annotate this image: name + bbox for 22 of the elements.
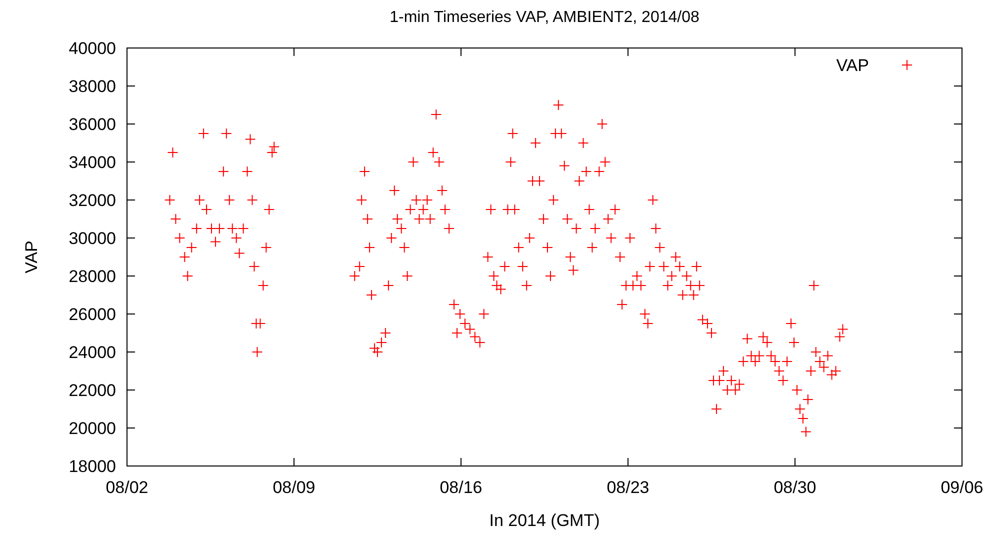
y-tick-label: 22000 [68, 380, 116, 400]
chart-title: 1-min Timeseries VAP, AMBIENT2, 2014/08 [390, 9, 700, 26]
legend-label: VAP [836, 56, 869, 75]
y-tick-label: 26000 [68, 304, 116, 324]
x-tick-label: 09/06 [940, 478, 984, 497]
x-tick-label: 08/16 [440, 478, 482, 497]
y-tick-label: 36000 [68, 114, 116, 134]
x-tick-label: 08/23 [606, 478, 650, 497]
y-tick-label: 20000 [68, 418, 116, 438]
y-tick-label: 18000 [68, 456, 116, 476]
y-tick-label: 32000 [68, 190, 116, 210]
y-tick-label: 40000 [68, 38, 116, 58]
y-tick-label: 34000 [68, 152, 116, 172]
y-tick-label: 30000 [68, 228, 116, 248]
x-tick-label: 08/02 [106, 478, 148, 497]
y-tick-label: 38000 [68, 76, 116, 96]
y-tick-label: 28000 [68, 266, 116, 286]
y-axis-title: VAP [22, 240, 41, 274]
y-tick-label: 24000 [68, 342, 116, 362]
x-tick-label: 08/09 [272, 478, 316, 497]
x-tick-label: 08/30 [774, 478, 816, 497]
x-axis-title: In 2014 (GMT) [489, 511, 600, 530]
